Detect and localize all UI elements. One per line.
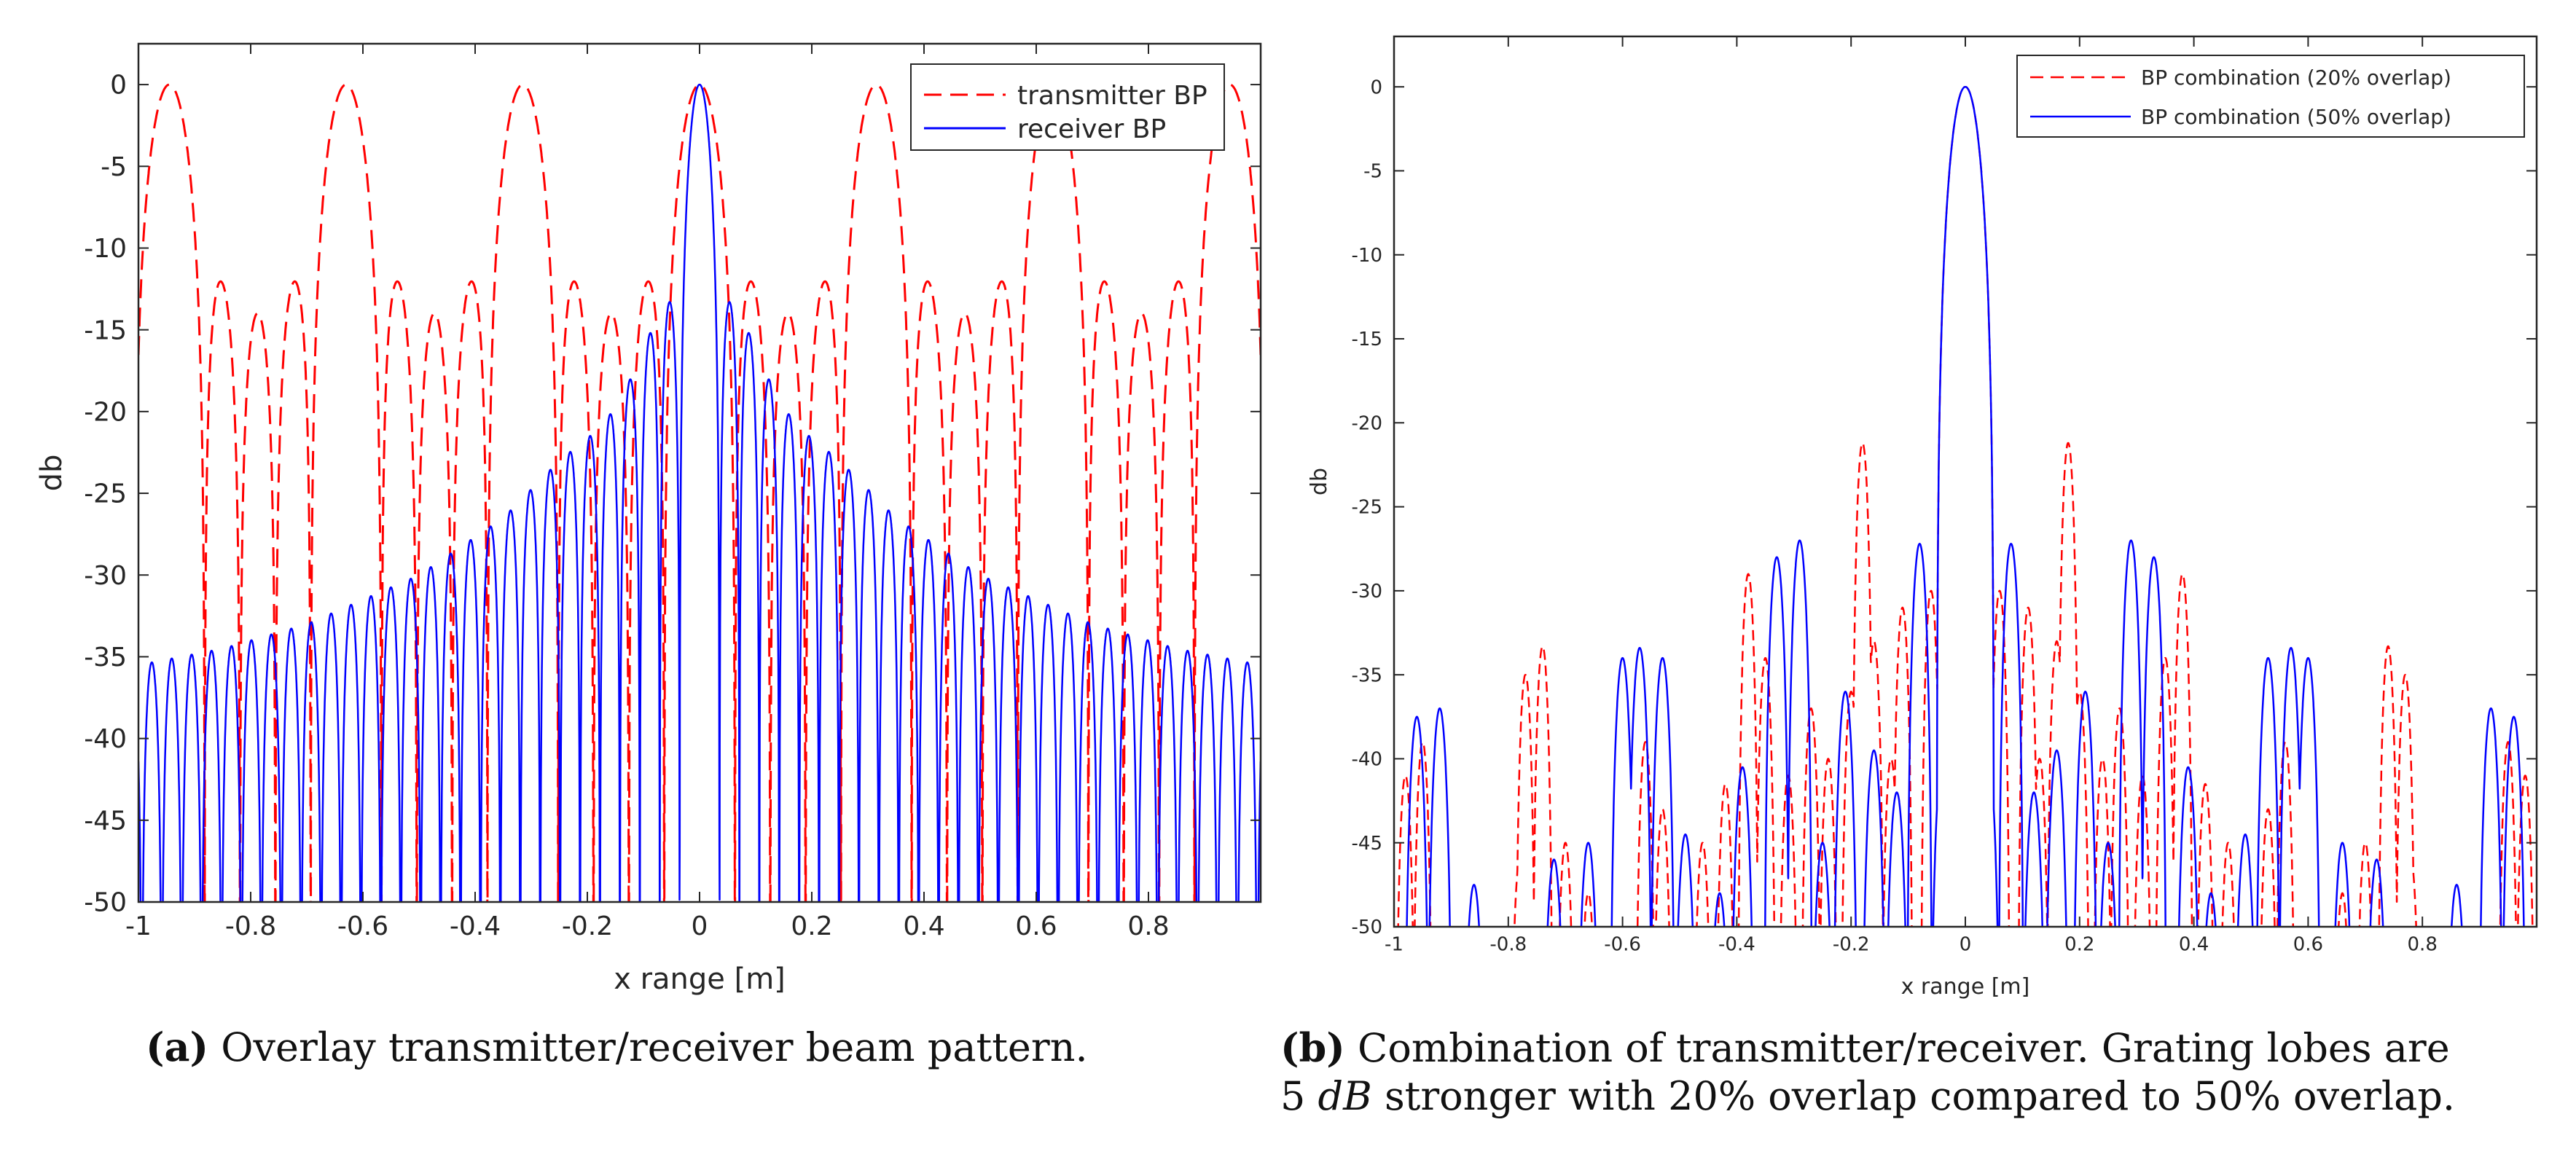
- panel-b-ytick-label: -50: [1352, 917, 1382, 938]
- panel-b-series-50-overlap: [1406, 85, 2525, 927]
- panel-b-xtick-label: 0: [1960, 934, 1972, 956]
- panel-b-ylabel: db: [1307, 468, 1332, 495]
- caption-b-line2-post: stronger with 20% overlap compared to 50…: [1371, 1073, 2456, 1119]
- panel-a-ytick-label: -10: [84, 234, 127, 264]
- panel-b-xlabel: x range [m]: [1901, 974, 2030, 1000]
- panel-b-xtick-label: 0.8: [2408, 934, 2438, 956]
- panel-b-ytick-label: -30: [1352, 581, 1382, 603]
- panel-b-ytick-label: -35: [1352, 664, 1382, 686]
- panel-b-legend: BP combination (20% overlap) BP combinat…: [2016, 55, 2525, 138]
- panel-a-xtick-label: 0.6: [1015, 911, 1057, 941]
- legend-label-receiver: receiver BP: [1017, 114, 1166, 144]
- panel-a-ytick-label: -25: [84, 479, 127, 509]
- caption-a-label: (a): [146, 1024, 209, 1070]
- panel-a-xtick-label: -1: [125, 911, 152, 941]
- panel-a-xtick-label: 0: [692, 911, 708, 941]
- panel-b-xtick-label: -1: [1385, 934, 1404, 956]
- caption-b: (b) Combination of transmitter/receiver.…: [1280, 1024, 2455, 1121]
- panel-a-series-receiver: [138, 83, 1261, 902]
- panel-b-ytick-label: -5: [1363, 161, 1382, 183]
- panel-b-xtick-label: -0.2: [1833, 934, 1870, 956]
- panel-b-ytick-label: -20: [1352, 412, 1382, 434]
- panel-a-chart: -1 -0.8 -0.6 -0.4 -0.2 0 0.2 0.4 0.6 0.8 0 -5 -10 -15…: [35, 42, 1262, 996]
- caption-a: (a) Overlay transmitter/receiver beam pa…: [146, 1024, 1088, 1070]
- panel-a-xtick-label: 0.4: [903, 911, 944, 941]
- panel-b-xtick-label: 0.2: [2064, 934, 2094, 956]
- caption-b-line1: Combination of transmitter/receiver. Gra…: [1358, 1025, 2450, 1071]
- panel-a-xtick-label: 0.8: [1127, 911, 1169, 941]
- panel-b-xtick-label: 0.6: [2293, 934, 2323, 956]
- panel-b-ytick-label: 0: [1370, 77, 1382, 98]
- panel-a-series-transmitter: [138, 83, 1261, 902]
- legend-label-transmitter: transmitter BP: [1017, 81, 1207, 111]
- panel-b-ytick-label: -25: [1352, 497, 1382, 519]
- panel-a-ytick-label: -5: [101, 152, 127, 182]
- panel-b-ytick-label: -40: [1352, 749, 1382, 771]
- caption-b-unit: dB: [1318, 1073, 1372, 1119]
- panel-a-xtick-label: -0.4: [450, 911, 501, 941]
- panel-b-xtick-label: 0.4: [2179, 934, 2209, 956]
- legend-label-50-overlap: BP combination (50% overlap): [2141, 105, 2451, 129]
- panel-a-ytick-label: -45: [84, 806, 127, 836]
- panel-b-ytick-label: -45: [1352, 833, 1382, 855]
- panel-b-xtick-label: -0.4: [1718, 934, 1755, 956]
- panel-a-xtick-label: -0.2: [562, 911, 613, 941]
- panel-a-ytick-label: -20: [84, 397, 127, 427]
- caption-b-line2-pre: 5: [1280, 1073, 1318, 1119]
- panel-b-ytick-label: -10: [1352, 245, 1382, 267]
- panel-a-ytick-label: -50: [84, 888, 127, 918]
- panel-a-ytick-label: -15: [84, 315, 127, 345]
- legend-label-20-overlap: BP combination (20% overlap): [2141, 66, 2451, 90]
- panel-a-xtick-label: 0.2: [791, 911, 832, 941]
- panel-a-xtick-label: -0.6: [337, 911, 388, 941]
- panel-a-ytick-label: -35: [84, 643, 127, 672]
- caption-a-text: Overlay transmitter/receiver beam patter…: [221, 1024, 1088, 1070]
- panel-b-ytick-label: -15: [1352, 329, 1382, 350]
- panel-a-xtick-label: -0.8: [225, 911, 276, 941]
- panel-b-xtick-label: -0.6: [1604, 934, 1641, 956]
- panel-a-xlabel: x range [m]: [614, 962, 786, 996]
- panel-b-xtick-label: -0.8: [1489, 934, 1527, 956]
- panel-a-ytick-label: 0: [110, 71, 127, 101]
- caption-b-label: (b): [1280, 1024, 1345, 1071]
- panel-a-ytick-label: -30: [84, 561, 127, 591]
- panel-a-ytick-label: -40: [84, 724, 127, 754]
- panel-a-ylabel: db: [35, 455, 68, 492]
- panel-a-legend: transmitter BP receiver BP: [910, 63, 1225, 151]
- panel-b-chart: -1 -0.8 -0.6 -0.4 -0.2 0 0.2 0.4 0.6 0.8 0 -5 -10 -15…: [1307, 35, 2538, 1000]
